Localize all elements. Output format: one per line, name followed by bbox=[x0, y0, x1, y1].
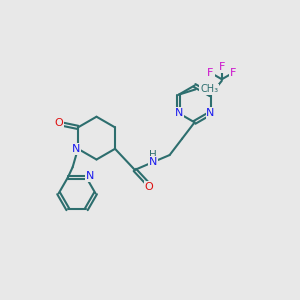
Text: F: F bbox=[230, 68, 236, 78]
Text: F: F bbox=[207, 68, 214, 78]
Text: N: N bbox=[72, 144, 81, 154]
Text: N: N bbox=[148, 157, 157, 167]
Text: O: O bbox=[54, 118, 63, 128]
Text: CH₃: CH₃ bbox=[200, 84, 218, 94]
Text: F: F bbox=[219, 62, 225, 72]
Text: O: O bbox=[144, 182, 153, 192]
Text: N: N bbox=[174, 108, 183, 118]
Text: N: N bbox=[206, 108, 215, 118]
Text: H: H bbox=[149, 150, 157, 160]
Text: N: N bbox=[86, 171, 94, 181]
